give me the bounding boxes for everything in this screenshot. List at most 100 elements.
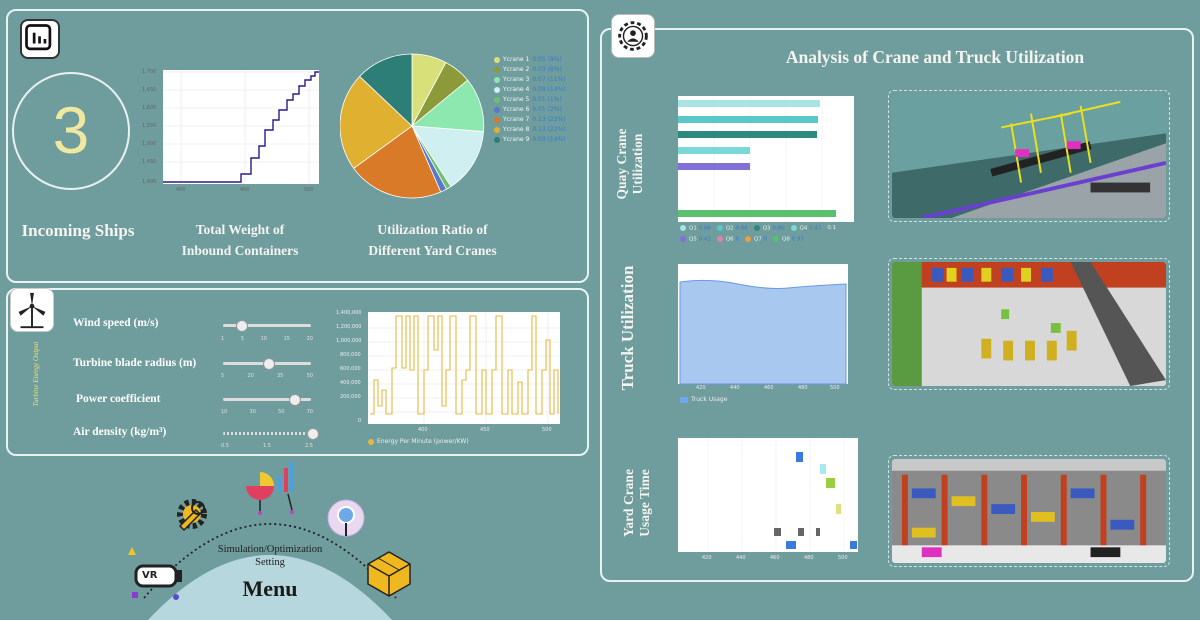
legend-dot — [494, 86, 500, 93]
legend-dot — [744, 235, 751, 242]
energy-y-tick: 800,000 — [340, 352, 361, 358]
truck-x-tick: 480 — [798, 385, 808, 391]
weight-label: Total Weight of Inbound Containers — [160, 219, 320, 261]
legend-pct: 0.13 (22%) — [532, 116, 566, 123]
legend-value: 0.97 — [791, 236, 804, 242]
wind-turbine-icon[interactable] — [10, 288, 54, 332]
legend-label: Ycrane 3 — [503, 76, 530, 83]
tick: 10 — [260, 336, 267, 342]
quay-legend-item: Q7 0 — [744, 235, 768, 242]
weight-y-tick: 1,650 — [142, 87, 157, 93]
energy-x-tick: 450 — [480, 427, 490, 433]
legend-value: 0 — [763, 236, 768, 242]
legend-label: Q1 — [689, 225, 697, 232]
weight-label-line1: Total Weight of — [195, 222, 285, 237]
utilization-label-line2: Different Yard Cranes — [368, 243, 497, 258]
legend-label: Ycrane 8 — [503, 126, 530, 133]
yard-x-tick: 440 — [736, 555, 746, 561]
legend-label: Q4 — [799, 225, 808, 232]
legend-dot — [716, 225, 723, 231]
tick: 2.5 — [305, 443, 313, 449]
yard-usage-chart: 420 440 460 480 500 — [678, 438, 862, 568]
truck-x-tick: 420 — [696, 385, 706, 391]
legend-label: Ycrane 5 — [503, 96, 530, 103]
yard-crane-scene[interactable] — [888, 455, 1170, 567]
power-coefficient-slider[interactable] — [223, 394, 311, 406]
legend-dot — [494, 116, 500, 123]
legend-label: Ycrane 2 — [503, 66, 530, 73]
yard-crane-pie — [340, 53, 485, 199]
slider-knob[interactable] — [236, 320, 248, 332]
truck-x-tick: 460 — [764, 385, 774, 391]
search-analysis-icon[interactable] — [326, 498, 366, 538]
legend-swatch — [680, 396, 688, 403]
energy-legend: Energy Per Minute (power/KW) — [368, 438, 469, 445]
power-coefficient-ticks: 10 30 50 70 — [221, 409, 313, 415]
legend-label: Q2 — [725, 225, 734, 232]
blade-radius-slider[interactable] — [223, 358, 311, 370]
yard-x-tick: 480 — [804, 555, 814, 561]
gear-person-icon[interactable] — [611, 14, 655, 58]
weight-chart: 1,700 1,650 1,600 1,550 1,500 1,450 1,40… — [141, 66, 321, 196]
air-density-label: Air density (kg/m³) — [73, 426, 167, 438]
legend-dot — [494, 76, 500, 83]
truck-scene[interactable] — [888, 258, 1170, 390]
legend-label: Ycrane 4 — [503, 86, 530, 93]
legend-dot — [494, 106, 500, 113]
quay-label-line2: Utilization — [630, 133, 645, 195]
slider-knob[interactable] — [263, 358, 275, 370]
quay-legend-item: Q8 0.97 — [773, 235, 804, 242]
energy-chart: 1,400,000 1,200,000 1,000,000 800,000 60… — [336, 310, 564, 455]
menu-title[interactable]: Menu — [242, 576, 298, 601]
slider-knob[interactable] — [289, 394, 301, 406]
pie-legend-item: Ycrane 7 0.13 (22%) — [494, 116, 566, 123]
container-cube-icon[interactable] — [364, 548, 414, 598]
vr-headset-icon[interactable]: VR — [132, 560, 184, 594]
air-density-slider[interactable] — [223, 428, 319, 440]
bar-chart-icon[interactable] — [20, 19, 60, 59]
legend-dot — [494, 56, 500, 63]
wind-speed-slider[interactable] — [223, 320, 311, 332]
weight-label-line2: Inbound Containers — [181, 243, 299, 258]
yard-label-line2: Usage Time — [637, 469, 652, 537]
ships-count: 3 — [52, 93, 90, 167]
tick: 5 — [240, 336, 244, 342]
analysis-title: Analysis of Crane and Truck Utilization — [785, 47, 1085, 67]
menu-subtitle-line2: Setting — [255, 557, 285, 568]
yard-x-tick: 420 — [702, 555, 712, 561]
incoming-ships-label: Incoming Ships — [21, 221, 135, 240]
legend-dot — [773, 235, 780, 242]
crane-truck-panel — [600, 28, 1194, 582]
pie-legend-item: Ycrane 1 0.05 (8%) — [494, 56, 562, 63]
legend-dot — [368, 438, 374, 445]
analytics-chart-icon[interactable] — [240, 458, 298, 516]
legend-dot — [680, 235, 686, 242]
weight-y-tick: 1,500 — [142, 141, 157, 147]
purple-dot-icon — [173, 594, 179, 600]
slider-knob[interactable] — [307, 428, 319, 440]
settings-wrench-icon[interactable] — [172, 494, 212, 534]
yard-x-tick: 460 — [770, 555, 780, 561]
truck-legend-label: Truck Usage — [691, 396, 728, 403]
vr-label: VR — [142, 570, 158, 581]
quay-crane-scene[interactable] — [888, 90, 1170, 222]
truck-x-tick: 440 — [730, 385, 740, 391]
weight-y-tick: 1,600 — [142, 105, 157, 111]
legend-value: 0.88 — [735, 225, 748, 232]
yard-x-tick: 500 — [838, 555, 848, 561]
tick: 70 — [306, 409, 313, 415]
wind-speed-ticks: 1 5 10 15 20 — [221, 336, 313, 342]
legend-label: Ycrane 7 — [503, 116, 530, 123]
quay-legend-item: Q5 0.42 — [680, 235, 711, 242]
energy-x-tick: 400 — [418, 427, 428, 433]
menu-dome[interactable] — [130, 470, 410, 620]
legend-label: Ycrane 9 — [503, 136, 530, 143]
energy-y-tick: 200,000 — [340, 394, 361, 400]
weight-y-tick: 1,700 — [142, 69, 157, 75]
legend-dot — [494, 66, 500, 73]
yard-crane-label: Yard Crane Usage Time — [621, 448, 653, 558]
pie-legend-item: Ycrane 3 0.07 (11%) — [494, 76, 566, 83]
turbine-output-vertical-label: Turbine Energy Output — [32, 341, 40, 407]
menu-subtitle: Simulation/Optimization Setting — [190, 543, 350, 569]
tick: 0.5 — [221, 443, 229, 449]
